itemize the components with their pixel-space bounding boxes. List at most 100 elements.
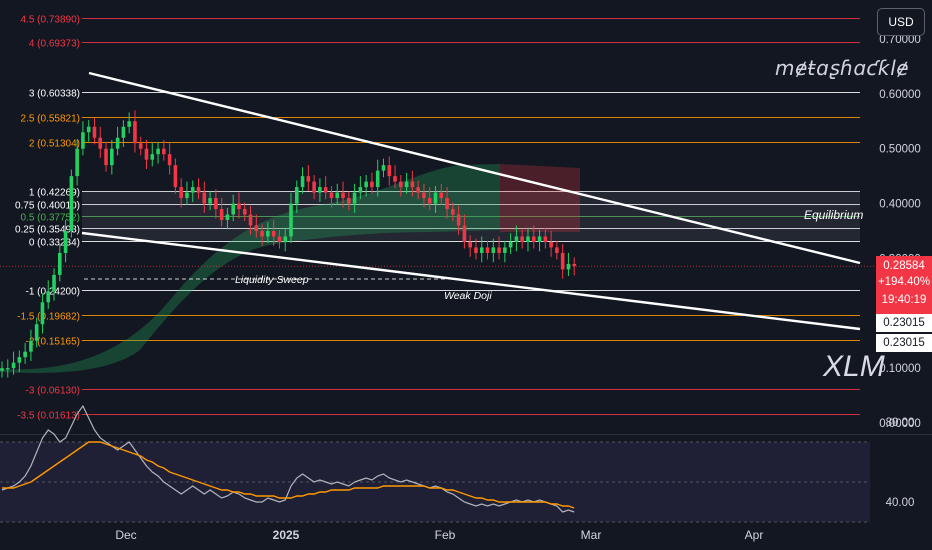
time-axis-label: 2025 — [273, 528, 300, 542]
fib-label: 2.5 (0.55821) — [21, 114, 81, 125]
candle-body — [294, 187, 299, 204]
candle-body — [115, 137, 120, 149]
candle-body — [370, 181, 374, 188]
candle-body — [555, 247, 559, 253]
symbol-watermark: XLM — [823, 350, 885, 383]
candle-body — [503, 247, 507, 253]
fib-label: -2 (0.15165) — [26, 337, 80, 348]
candle-body — [231, 203, 235, 215]
candle-body — [427, 198, 432, 204]
chart-annotation: Liquidity Sweep — [235, 274, 309, 286]
brand-signature: mɇŧɑʂɦɑƈƙlɇ — [775, 56, 910, 80]
candle-body — [404, 181, 409, 188]
last-price-tag: 0.28584 +194.40% 19:40:19 — [876, 256, 932, 314]
candle-body — [572, 263, 577, 267]
trendlines — [81, 71, 861, 331]
candle-body — [566, 263, 571, 270]
last-price-value: 0.28584 — [883, 260, 925, 272]
candle-body — [352, 192, 357, 204]
candle-body — [410, 181, 415, 188]
price-axis-label: 0.00000 — [879, 418, 921, 430]
candle-body — [312, 181, 316, 193]
candle-body — [514, 236, 519, 242]
candle-body — [474, 247, 478, 253]
candle-body — [422, 192, 426, 199]
level-tag-b: 0.23015 — [876, 334, 932, 352]
candle-body — [375, 170, 380, 188]
candle-body — [300, 176, 305, 188]
chart-annotation: Weak Doji — [444, 290, 492, 302]
fib-label: 0.75 (0.40010) — [15, 201, 80, 212]
candle-body — [29, 340, 33, 352]
price-axis-label: 0.60000 — [879, 89, 921, 101]
candle-body — [144, 148, 149, 160]
candle-body — [138, 143, 143, 149]
candle-body — [381, 165, 386, 171]
fib-label: 4 (0.69373) — [29, 39, 80, 50]
candle-body — [497, 247, 501, 253]
candle-body — [52, 274, 56, 292]
candle-body — [393, 176, 397, 182]
candle-body — [86, 126, 91, 133]
candles — [0, 110, 577, 378]
candle-body — [34, 324, 39, 341]
time-axis-label: Apr — [745, 528, 764, 542]
fib-label: 1 (0.42269) — [29, 188, 80, 199]
candle-body — [254, 225, 259, 231]
candle-body — [358, 187, 363, 193]
candle-body — [323, 187, 328, 193]
candle-body — [468, 241, 472, 248]
price-axis-label: 0.10000 — [879, 363, 921, 375]
candle-body — [63, 230, 68, 253]
candle-body — [219, 209, 224, 221]
candle-body — [208, 198, 212, 204]
upper-trendline — [88, 71, 861, 265]
rsi-ma-line — [2, 441, 575, 509]
candle-body — [5, 368, 10, 370]
candle-body — [364, 181, 368, 188]
time-axis-label: Mar — [581, 528, 602, 542]
candle-body — [110, 148, 114, 166]
candle-body — [531, 236, 536, 242]
candle-body — [526, 236, 530, 242]
price-axis-label: 0.40000 — [879, 199, 921, 211]
candle-body — [543, 236, 548, 242]
candle-body — [104, 148, 108, 166]
candle-body — [11, 362, 16, 369]
currency-button[interactable]: USD — [877, 8, 925, 36]
fib-label: -1.5 (0.19682) — [17, 312, 80, 323]
candle-body — [439, 192, 444, 199]
fib-levels: 4.5 (0.73890) 4 (0.69373) 3 (0.60338) 2.5 (… — [15, 15, 860, 422]
candle-body — [121, 126, 126, 138]
candle-body — [173, 165, 178, 188]
rsi-line — [1, 404, 575, 513]
candle-body — [445, 198, 449, 210]
candle-body — [58, 252, 62, 275]
candle-body — [271, 230, 276, 237]
rsi-axis-label: 40.00 — [886, 497, 915, 509]
candle-body — [399, 181, 403, 188]
candle-body — [185, 192, 189, 199]
time-axis-label: Dec — [115, 528, 136, 542]
candle-body — [190, 187, 195, 193]
candle-body — [242, 209, 247, 215]
candle-body — [69, 176, 74, 231]
candle-body — [127, 121, 131, 127]
candle-body — [150, 154, 155, 160]
fib-label: 0 (0.33234) — [29, 238, 80, 249]
candle-body — [17, 357, 22, 363]
price-axis-label: 0.50000 — [879, 144, 921, 156]
candle-body — [329, 192, 334, 199]
candle-body — [520, 236, 524, 242]
rsi-axis-label: 80.00 — [886, 417, 915, 429]
candle-body — [260, 230, 264, 237]
candle-body — [508, 241, 513, 248]
candle-body — [81, 132, 85, 149]
candle-body — [491, 247, 496, 253]
candle-body — [202, 192, 207, 204]
candle-body — [179, 187, 183, 199]
candle-body — [549, 241, 553, 248]
candle-body — [248, 214, 253, 226]
candle-body — [46, 291, 51, 303]
